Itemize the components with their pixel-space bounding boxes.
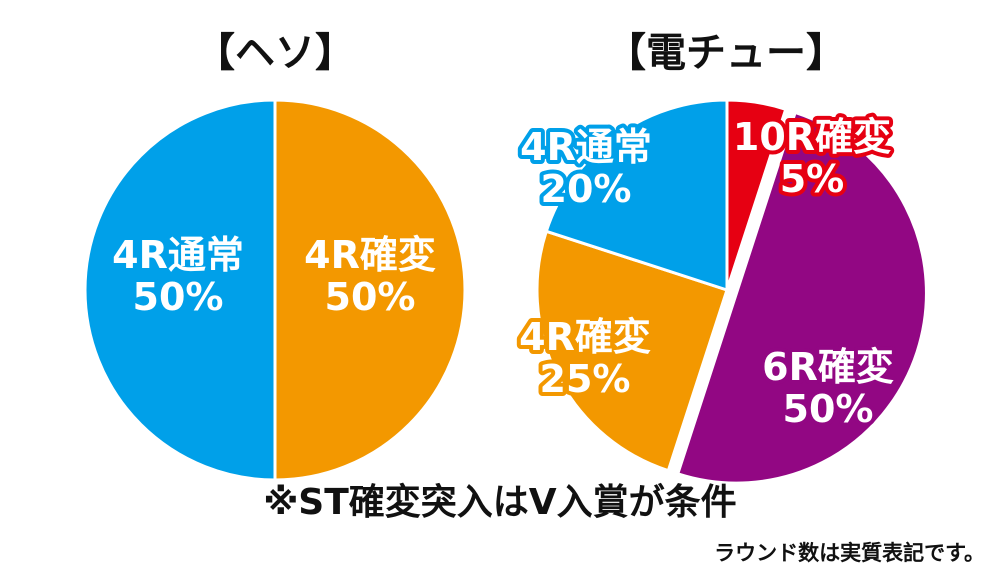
pie0-slice-0-value: 50% bbox=[325, 275, 416, 319]
pie0-slice-0 bbox=[273, 98, 467, 482]
pie1-slice-1-value: 50% bbox=[783, 387, 874, 431]
pie1-slice-2-label: 4R確変 bbox=[519, 315, 651, 359]
pie1-slice-1 bbox=[675, 110, 928, 485]
pie1-slice-2 bbox=[535, 229, 729, 473]
pie0-slice-0-label: 4R確変 bbox=[304, 233, 436, 277]
pie1-slice-0-label: 10R確変 bbox=[733, 115, 891, 159]
pie1-slice-1-label: 6R確変 bbox=[762, 345, 894, 389]
pie0-slice-1-label: 4R通常 bbox=[112, 233, 244, 277]
pie0-slice-1-value: 50% bbox=[133, 275, 224, 319]
pie1-slice-0-value: 5% bbox=[780, 157, 845, 201]
pie1-slice-2-value: 25% bbox=[540, 357, 631, 401]
round-note: ラウンド数は実質表記です。 bbox=[714, 541, 985, 565]
condition-note: ※ST確変突入はV入賞が条件 bbox=[263, 481, 736, 523]
left-pie bbox=[83, 98, 467, 482]
pie1-slice-3-label: 4R通常 bbox=[520, 125, 652, 169]
pie1-slice-3-value: 20% bbox=[541, 167, 632, 211]
right-pie bbox=[535, 98, 928, 485]
right-chart-title: 【電チュー】 bbox=[606, 30, 846, 76]
slice-labels: 4R確変50%4R通常50%10R確変5%6R確変50%4R確変25%4R通常2… bbox=[108, 111, 898, 435]
left-chart-title: 【ヘソ】 bbox=[195, 30, 355, 76]
pie1-slice-3 bbox=[544, 98, 729, 293]
pie0-slice-1 bbox=[83, 98, 277, 482]
